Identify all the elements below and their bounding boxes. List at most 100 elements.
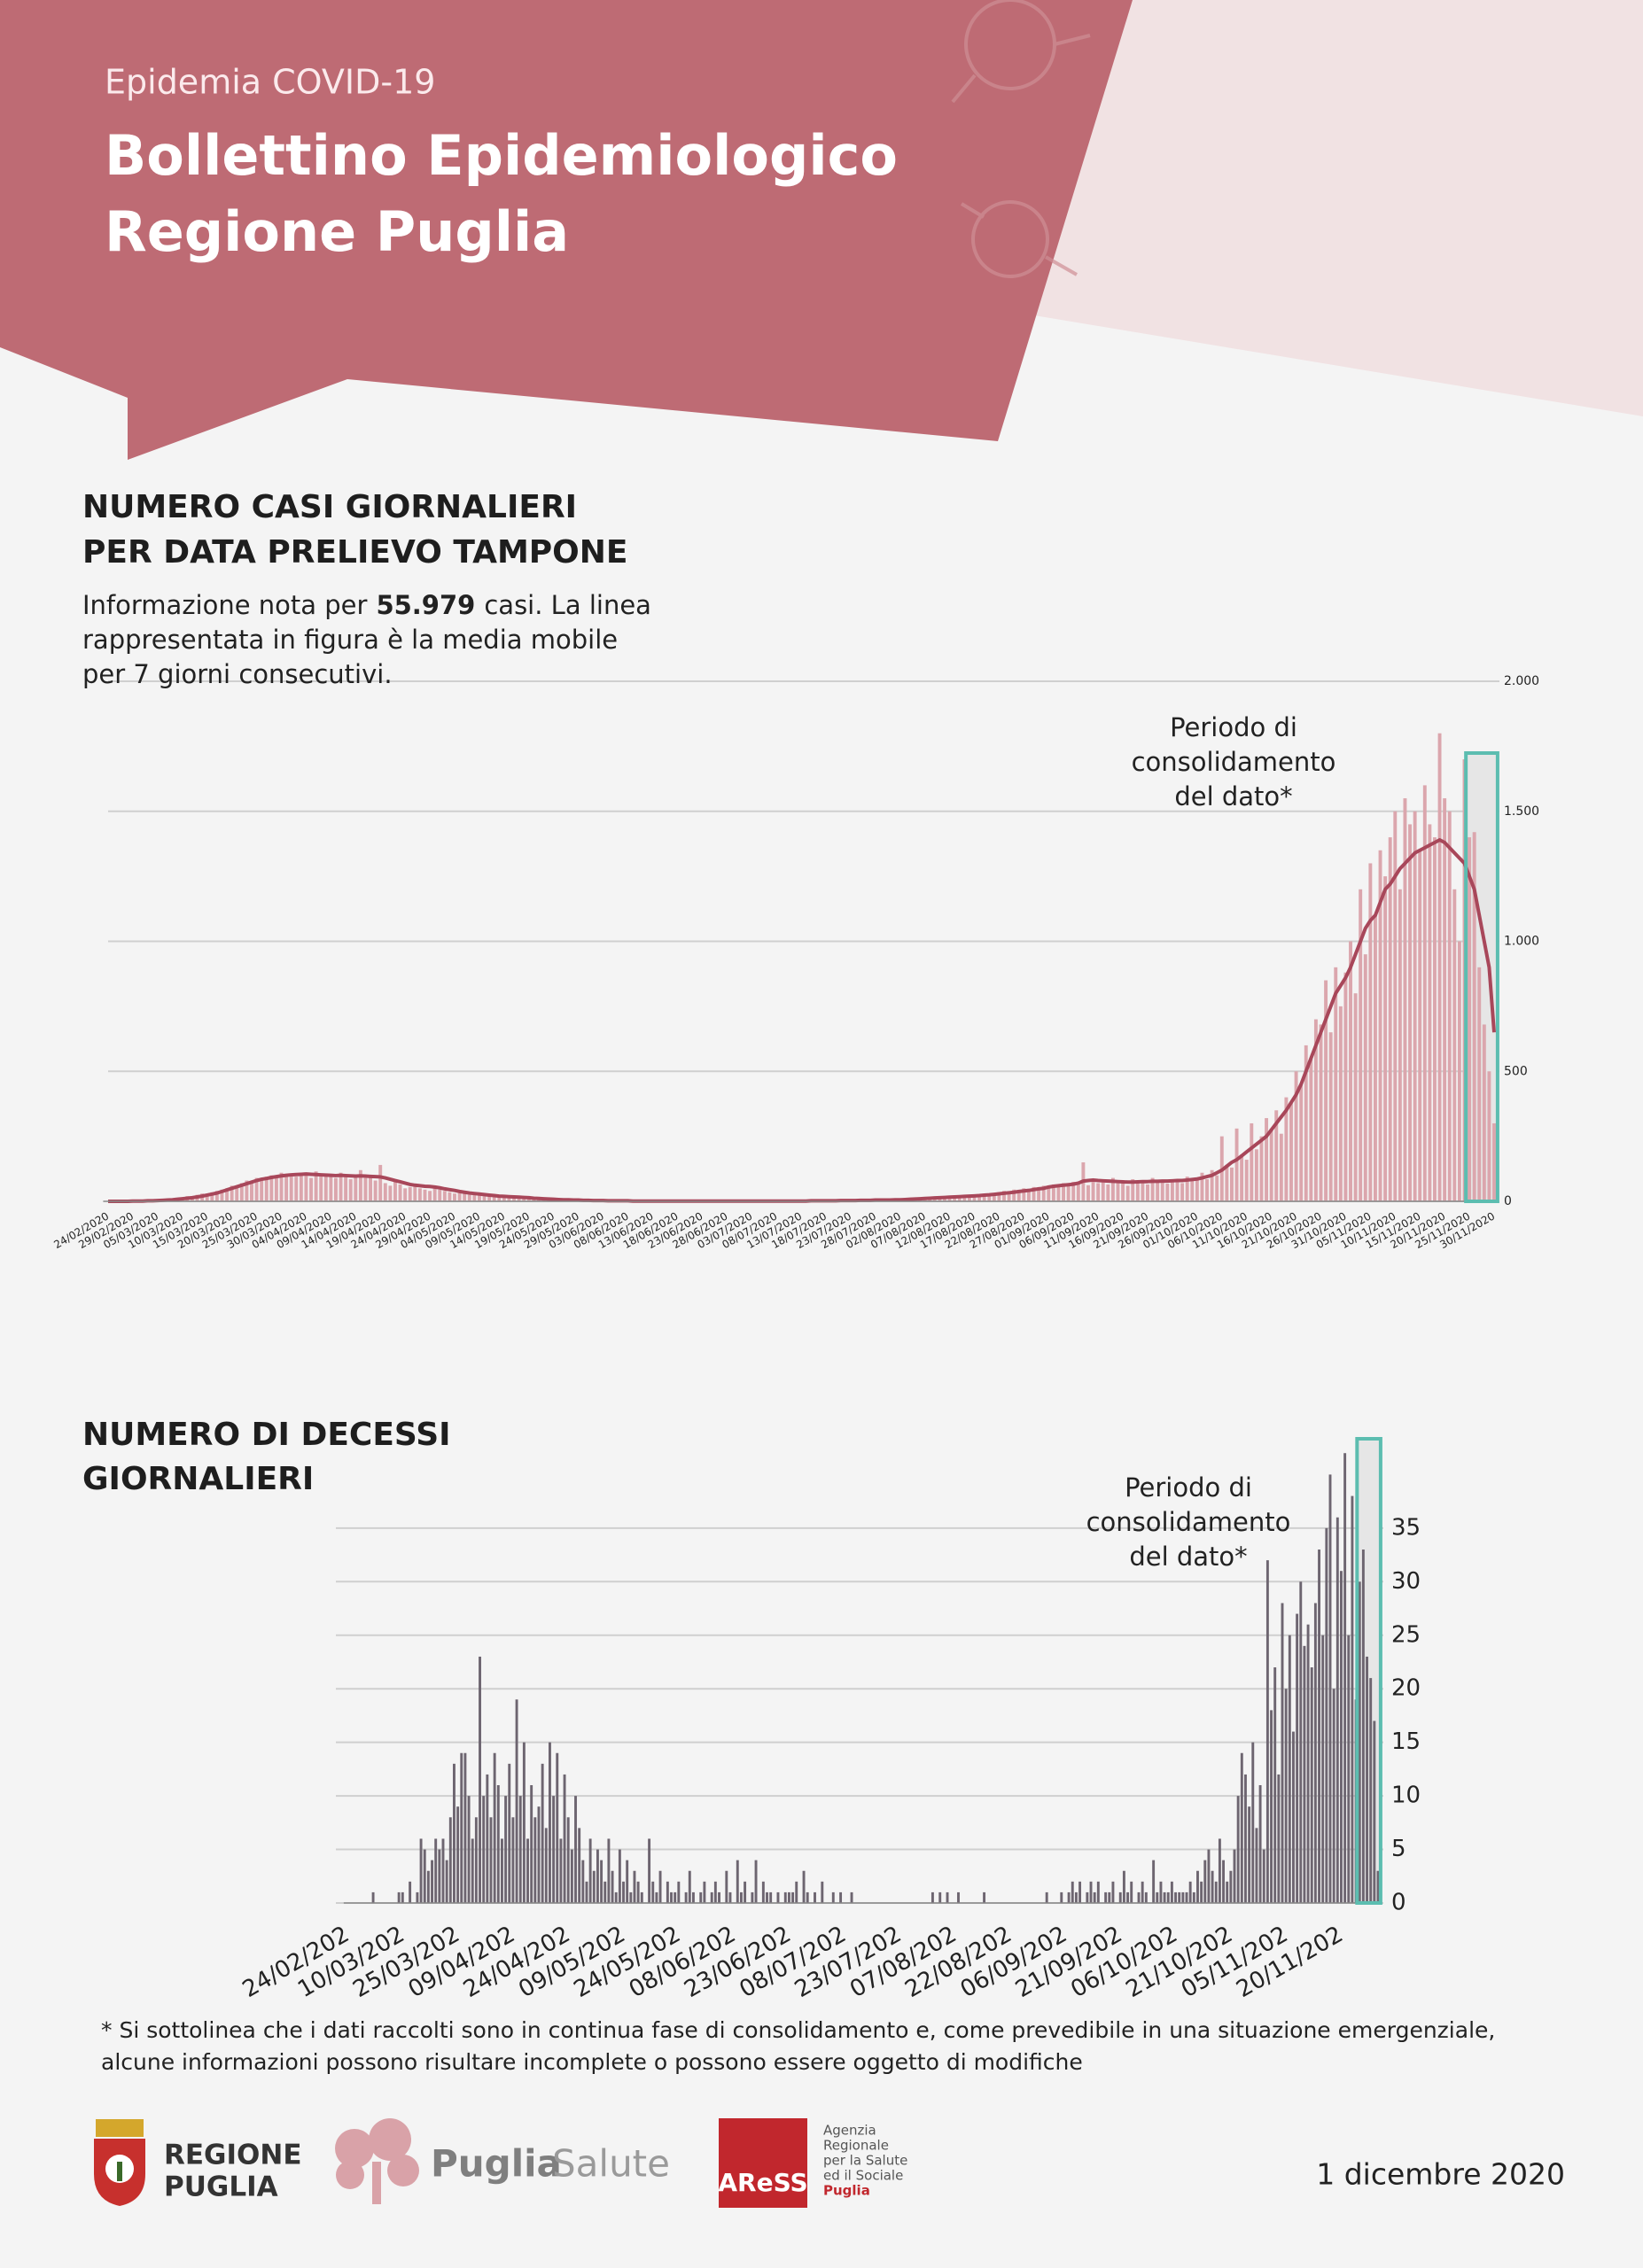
bar <box>479 1656 481 1903</box>
bar <box>987 1193 992 1201</box>
bar <box>1051 1184 1055 1201</box>
bar <box>1071 1181 1076 1201</box>
bar <box>947 1197 952 1201</box>
bar <box>507 1197 511 1201</box>
bar <box>383 1183 387 1201</box>
bar <box>725 1870 728 1903</box>
bar <box>239 1183 244 1201</box>
bar <box>294 1177 299 1201</box>
y-tick-label: 15 <box>1391 1728 1421 1755</box>
y-tick-label: 0 <box>1504 1194 1512 1208</box>
bar <box>438 1849 441 1903</box>
bar <box>408 1186 412 1201</box>
bar <box>640 1891 643 1903</box>
bar <box>456 1806 460 1903</box>
aress-logo-text: AReSS <box>718 2168 807 2197</box>
bar <box>1016 1191 1021 1201</box>
bar <box>607 1838 611 1903</box>
consolidation-area <box>1466 753 1498 1201</box>
bar <box>1255 1828 1258 1903</box>
bar <box>1403 798 1407 1201</box>
bar <box>260 1179 264 1201</box>
bar <box>1378 850 1382 1201</box>
bar <box>214 1191 219 1201</box>
y-tick-label: 1.500 <box>1504 804 1539 819</box>
bar <box>1037 1188 1041 1201</box>
bar <box>1089 1881 1093 1903</box>
bar <box>1185 1177 1189 1201</box>
bar <box>713 1881 717 1903</box>
bar <box>1190 1180 1195 1201</box>
bar <box>417 1188 422 1201</box>
bar <box>1277 1774 1281 1903</box>
bar <box>1487 1071 1491 1201</box>
bar <box>1207 1849 1211 1903</box>
bar <box>718 1891 720 1903</box>
bar <box>1229 1870 1233 1903</box>
bar <box>393 1181 397 1201</box>
bar <box>1116 1181 1120 1201</box>
bar <box>1269 1128 1273 1201</box>
bar <box>1022 1188 1026 1201</box>
bar <box>323 1175 328 1201</box>
bar <box>982 1194 986 1201</box>
bar <box>416 1891 419 1903</box>
bar <box>1328 1474 1332 1903</box>
bar <box>1335 1517 1339 1903</box>
bar <box>559 1838 563 1903</box>
bar <box>269 1175 274 1201</box>
bar <box>592 1870 596 1903</box>
bar <box>1118 1891 1122 1903</box>
regione-label: PUGLIA <box>164 2171 278 2203</box>
bar <box>585 1881 588 1903</box>
bar <box>677 1881 681 1903</box>
bar <box>1262 1849 1265 1903</box>
bar <box>600 1860 603 1903</box>
bar <box>1211 1870 1214 1903</box>
bar <box>957 1891 960 1903</box>
bar <box>522 1742 526 1903</box>
bar <box>1361 1550 1365 1903</box>
bar <box>1215 1175 1219 1201</box>
bar <box>1265 1560 1269 1903</box>
bar <box>1141 1181 1145 1201</box>
bar <box>622 1881 625 1903</box>
bar <box>1141 1881 1144 1903</box>
bar <box>1288 1635 1291 1903</box>
agency-line: per la Salute <box>823 2153 907 2169</box>
bar <box>1492 1122 1496 1201</box>
bar <box>1437 733 1442 1201</box>
agency-line: Puglia <box>823 2183 870 2199</box>
consolidation-box <box>1464 751 1499 1203</box>
bar <box>1299 1084 1304 1201</box>
bar <box>674 1891 677 1903</box>
bar <box>438 1189 442 1201</box>
bar <box>428 1191 432 1201</box>
bar <box>1007 1192 1011 1201</box>
bar <box>578 1828 581 1903</box>
bar <box>563 1774 566 1903</box>
bar <box>1284 1689 1288 1903</box>
bar <box>1076 1184 1080 1201</box>
bar <box>423 1849 426 1903</box>
y-tick-label: 5 <box>1391 1836 1406 1862</box>
bar <box>1185 1891 1188 1903</box>
bar <box>626 1860 629 1903</box>
bar <box>309 1177 313 1201</box>
y-tick-label: 1.000 <box>1504 935 1539 949</box>
bar <box>1181 1891 1185 1903</box>
chart-title: PER DATA PRELIEVO TAMPONE <box>82 534 627 571</box>
bar <box>1045 1891 1048 1903</box>
bar <box>532 1199 536 1201</box>
bar <box>1373 1720 1376 1903</box>
bar <box>821 1881 824 1903</box>
description-text: Informazione nota per <box>82 590 368 620</box>
bar <box>423 1189 427 1201</box>
bar <box>1313 1603 1317 1903</box>
bar <box>537 1806 541 1903</box>
bar <box>289 1174 293 1201</box>
bar <box>230 1185 234 1201</box>
bar <box>401 1891 404 1903</box>
